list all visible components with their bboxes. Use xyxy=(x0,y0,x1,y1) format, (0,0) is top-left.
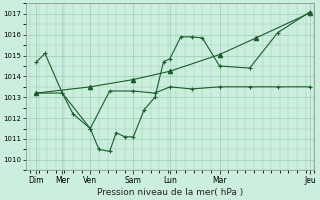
X-axis label: Pression niveau de la mer( hPa ): Pression niveau de la mer( hPa ) xyxy=(97,188,243,197)
